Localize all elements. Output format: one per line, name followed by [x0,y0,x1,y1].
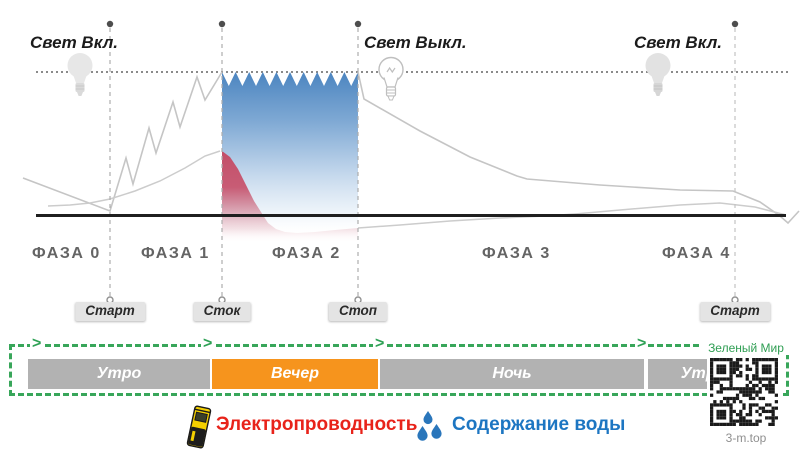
timeline-segment-morning: Утро [28,359,210,389]
light-bulb-off-icon [378,56,404,101]
phase-2-label: ФАЗА 2 [272,245,341,262]
phase-0-label: ФАЗА 0 [32,245,101,262]
ec-legend-label: Электропроводность [216,414,418,435]
arrow-chevron-icon: > [30,335,44,352]
day-cycle-border [9,344,789,396]
light-bulb-on-icon [67,53,93,96]
phase-4-label: ФАЗА 4 [662,245,731,262]
stop-marker-button[interactable]: Стоп [328,302,388,321]
start-marker-button[interactable]: Старт [700,302,770,321]
drain-marker-button[interactable]: Сток [193,302,251,321]
arrow-chevron-icon: > [635,335,649,352]
water-legend-label: Содержание воды [452,414,626,435]
light-on-label: Свет Вкл. [634,33,723,52]
timeline-segment-night: Ночь [380,359,644,389]
brand-url: 3-m.top [725,431,767,445]
light-on-label: Свет Вкл. [30,33,119,52]
light-bulb-on-icon [645,53,671,96]
arrow-chevron-icon: > [373,335,387,352]
qr-code [707,355,781,429]
phase-3-label: ФАЗА 3 [482,245,551,262]
phase-1-label: ФАЗА 1 [141,245,210,262]
start-marker-button[interactable]: Старт [75,302,145,321]
timeline-segment-evening: Вечер [212,359,378,389]
light-off-label: Свет Выкл. [364,33,467,52]
brand-name: Зеленый Мир [700,341,792,355]
ec-meter-icon [186,405,212,449]
arrow-chevron-icon: > [201,335,215,352]
water-drops-icon [417,411,442,441]
